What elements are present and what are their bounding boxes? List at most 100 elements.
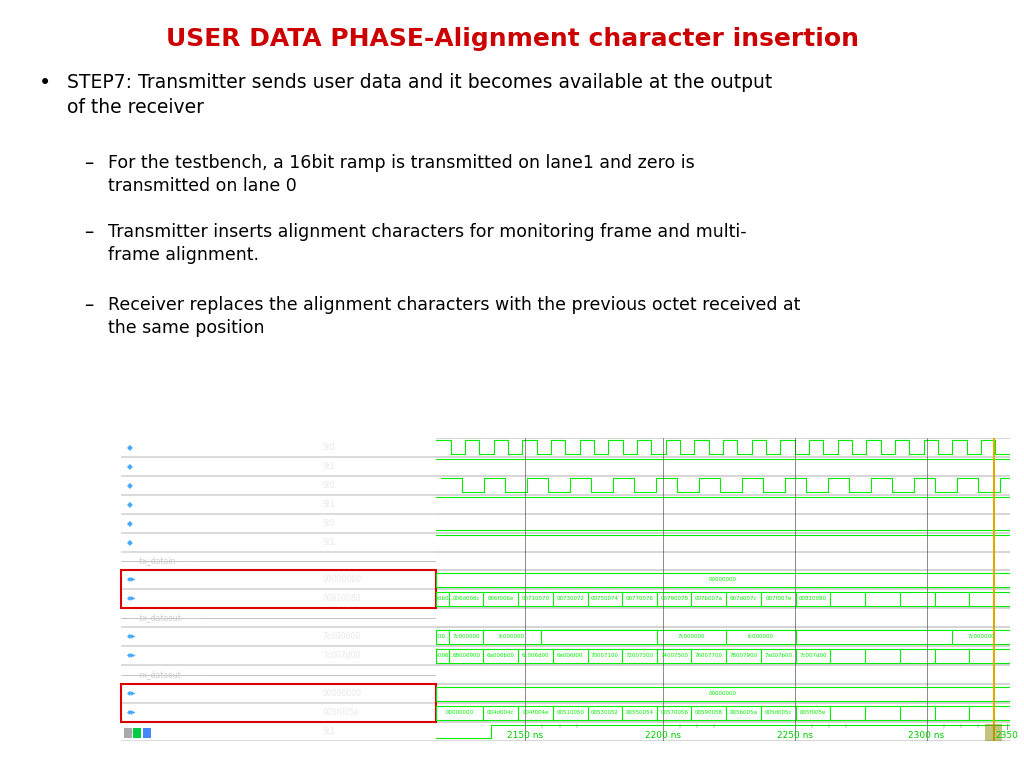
Text: ◆: ◆: [127, 727, 133, 737]
Text: fc00...: fc00...: [434, 634, 452, 639]
Text: 76007700: 76007700: [695, 654, 723, 658]
Text: ◆: ◆: [127, 442, 133, 452]
Text: 00790078: 00790078: [660, 597, 688, 601]
Bar: [124, 728, 132, 738]
Text: STEP7: Transmitter sends user data and it becomes available at the output
of the: STEP7: Transmitter sends user data and i…: [67, 73, 772, 117]
Text: 00000000: 00000000: [709, 578, 737, 582]
Text: St1: St1: [323, 500, 336, 508]
Text: St0: St0: [323, 518, 336, 528]
Text: ◆▶: ◆▶: [127, 654, 136, 658]
Text: ◆▶: ◆▶: [127, 634, 136, 639]
Text: 00810080: 00810080: [799, 597, 827, 601]
Text: 7c000000: 7c000000: [323, 632, 361, 641]
Text: 00810080: 00810080: [323, 594, 361, 604]
Bar: [985, 724, 1002, 741]
Text: 00550054: 00550054: [626, 710, 653, 715]
Text: 00750074: 00750074: [591, 597, 618, 601]
Text: tx_dataout_lane1: tx_dataout_lane1: [162, 651, 228, 660]
Text: 7a007b00: 7a007b00: [764, 654, 793, 658]
Text: 6e006f00: 6e006f00: [557, 654, 584, 658]
Text: sysref: sysref: [150, 518, 172, 528]
Text: –: –: [84, 223, 93, 242]
Text: – rx_dataout ────: – rx_dataout ────: [133, 670, 202, 679]
Text: 00530052: 00530052: [591, 710, 618, 715]
Text: For the testbench, a 16bit ramp is transmitted on lane1 and zero is
transmitted : For the testbench, a 16bit ramp is trans…: [108, 154, 694, 195]
Bar: [121, 571, 436, 608]
Text: St0: St0: [323, 481, 336, 490]
Text: 2300 ns: 2300 ns: [908, 731, 944, 740]
Text: ◆: ◆: [127, 500, 133, 508]
Text: 7c007d00: 7c007d00: [323, 651, 361, 660]
Text: St1: St1: [323, 462, 336, 471]
Text: 00000000: 00000000: [323, 689, 361, 698]
Text: –: –: [84, 296, 93, 315]
Text: Receiver replaces the alignment characters with the previous octet received at
t: Receiver replaces the alignment characte…: [108, 296, 800, 337]
Text: tx_dataout_lane0: tx_dataout_lane0: [162, 632, 228, 641]
Text: 005f005e: 005f005e: [323, 708, 359, 717]
Text: 7c000000: 7c000000: [968, 634, 994, 639]
Text: 005d005c: 005d005c: [765, 710, 793, 715]
Bar: [143, 728, 151, 738]
Text: ◆▶: ◆▶: [127, 597, 136, 601]
Text: 00510050: 00510050: [556, 710, 585, 715]
Text: •: •: [39, 73, 51, 93]
Text: 00000000: 00000000: [709, 691, 737, 697]
Text: 004d004c: 004d004c: [487, 710, 515, 715]
Text: 2200 ns: 2200 ns: [645, 731, 681, 740]
Text: – tx_datain ────: – tx_datain ────: [133, 557, 197, 565]
Text: tx_datain_lane0: tx_datain_lane0: [162, 575, 223, 584]
Text: 00000000: 00000000: [323, 575, 361, 584]
Text: Transmitter inserts alignment characters for monitoring frame and multi-
frame a: Transmitter inserts alignment characters…: [108, 223, 746, 264]
Text: 2150 ns: 2150 ns: [507, 731, 544, 740]
Text: 006f006e: 006f006e: [487, 597, 514, 601]
Text: 7c000000: 7c000000: [453, 634, 480, 639]
Text: txlink_clk: txlink_clk: [150, 442, 185, 452]
Text: ◆: ◆: [127, 518, 133, 528]
Text: Now: Now: [213, 728, 231, 737]
Text: rx_dataout_lane1: rx_dataout_lane1: [162, 708, 228, 717]
Text: rxlink_rstn: rxlink_rstn: [150, 500, 189, 508]
Text: 004f004e: 004f004e: [522, 710, 549, 715]
Text: 68006900: 68006900: [453, 654, 480, 658]
Text: 74007500: 74007500: [660, 654, 688, 658]
Text: 2350: 2350: [995, 731, 1018, 740]
Text: rx_datavalid: rx_datavalid: [150, 727, 197, 737]
Text: 005f005e: 005f005e: [800, 710, 826, 715]
Bar: [121, 684, 436, 722]
Text: rx_dataout_lane0: rx_dataout_lane0: [162, 689, 228, 698]
Text: syncn: syncn: [150, 538, 172, 547]
Text: 2250 ns: 2250 ns: [776, 731, 813, 740]
Bar: [133, 728, 141, 738]
Text: 006b0...: 006b0...: [431, 597, 454, 601]
Text: 007b007a: 007b007a: [695, 597, 723, 601]
Text: 6c006d00: 6c006d00: [522, 654, 549, 658]
Text: txlink_rstn: txlink_rstn: [150, 462, 189, 471]
Text: ◆: ◆: [127, 481, 133, 490]
Text: USER DATA PHASE-Alignment character insertion: USER DATA PHASE-Alignment character inse…: [166, 27, 858, 51]
Text: ◆▶: ◆▶: [127, 710, 136, 715]
Text: 00000000: 00000000: [445, 710, 474, 715]
Text: St1: St1: [323, 538, 336, 547]
Text: 007d007c: 007d007c: [730, 597, 758, 601]
Text: 005b005a: 005b005a: [730, 710, 758, 715]
Text: tx_datain_lane1: tx_datain_lane1: [162, 594, 223, 604]
Text: 6a006b00: 6a006b00: [486, 654, 515, 658]
Text: 00710070: 00710070: [521, 597, 550, 601]
Text: – tx_dataout ────: – tx_dataout ────: [133, 614, 202, 622]
Text: 007f007e: 007f007e: [765, 597, 792, 601]
Text: ◆: ◆: [127, 538, 133, 547]
Text: 66006...: 66006...: [431, 654, 454, 658]
Text: rxlink_clk: rxlink_clk: [150, 481, 185, 490]
Text: St0: St0: [323, 442, 336, 452]
Text: ◆▶: ◆▶: [127, 691, 136, 697]
Text: 10000 ns: 10000 ns: [338, 728, 377, 737]
Text: 00590058: 00590058: [695, 710, 723, 715]
Text: 78007900: 78007900: [730, 654, 758, 658]
Text: 7c007d00: 7c007d00: [800, 654, 826, 658]
Text: 00730072: 00730072: [556, 597, 585, 601]
Text: 00770076: 00770076: [626, 597, 653, 601]
Text: fc000000: fc000000: [749, 634, 774, 639]
Text: 7c000000: 7c000000: [678, 634, 706, 639]
Text: 72007300: 72007300: [626, 654, 653, 658]
Text: 00570056: 00570056: [660, 710, 688, 715]
